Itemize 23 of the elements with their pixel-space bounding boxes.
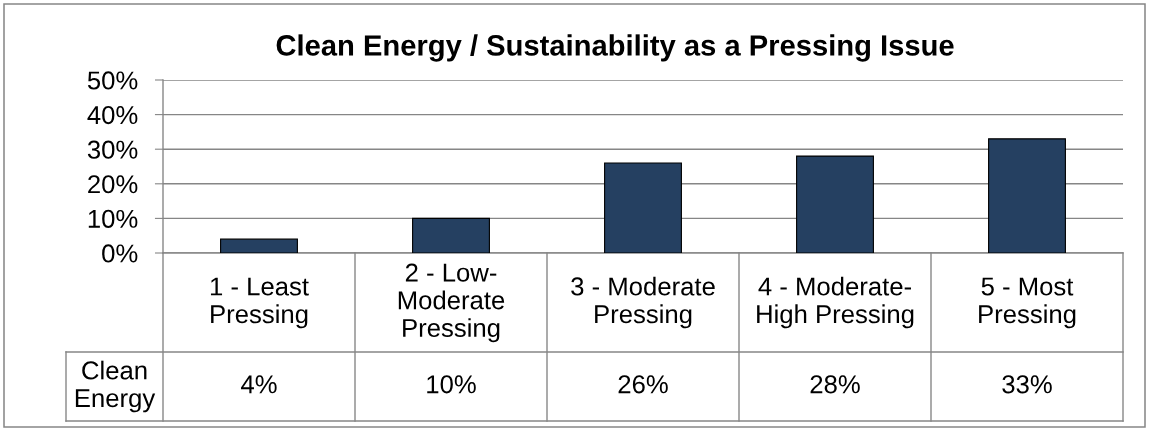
- y-tick-label: 50%: [87, 71, 138, 90]
- x-tick-label: 4 - Moderate-High Pressing: [757, 276, 914, 329]
- data-label: 4%: [241, 375, 277, 394]
- x-tick-label: 5 - Most Pressing: [979, 277, 1076, 329]
- data-label: 26%: [618, 375, 668, 394]
- x-tick-label: 1 - Least Pressing: [210, 277, 309, 329]
- y-tick-label: 30%: [87, 140, 138, 159]
- x-tick-label: 3 - Moderate Pressing: [571, 276, 715, 329]
- y-tick-label: 40%: [87, 105, 138, 125]
- bar: [796, 155, 874, 253]
- y-tick-label: 0%: [102, 244, 138, 263]
- x-tick-label: 2 - Low-Moderate Pressing: [398, 263, 505, 343]
- chart-title: Clean Energy / Sustainability as a Pressing Issue: [276, 34, 954, 62]
- data-label: 33%: [1002, 375, 1052, 394]
- bar: [220, 238, 298, 253]
- text: Clean Energy: [75, 360, 156, 413]
- data-label: 10%: [427, 375, 476, 394]
- data-label: 28%: [810, 375, 860, 394]
- bar: [988, 138, 1066, 253]
- y-tick-label: 10%: [88, 209, 138, 228]
- y-tick-label: 20%: [88, 175, 138, 194]
- bar: [412, 217, 490, 253]
- bar: [604, 162, 682, 253]
